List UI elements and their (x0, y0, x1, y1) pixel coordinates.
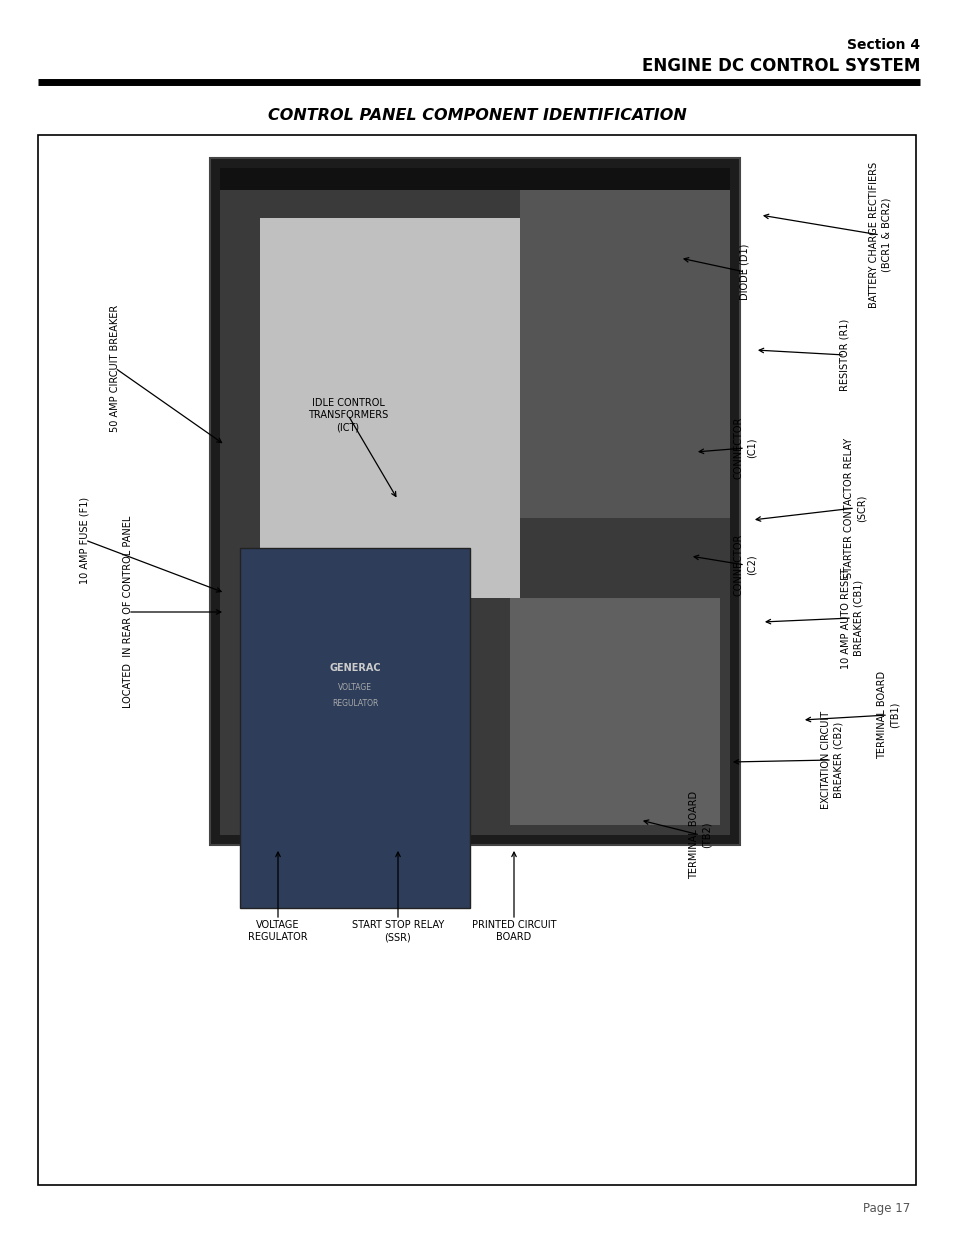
Text: TERMINAL BOARD
(TB1): TERMINAL BOARD (TB1) (876, 671, 899, 760)
Text: 50 AMP CIRCUIT BREAKER: 50 AMP CIRCUIT BREAKER (110, 304, 120, 431)
Text: PRINTED CIRCUIT
BOARD: PRINTED CIRCUIT BOARD (471, 920, 556, 942)
Text: RESISTOR (R1): RESISTOR (R1) (840, 319, 849, 391)
Text: REGULATOR: REGULATOR (332, 699, 377, 708)
Text: DIODE (D1): DIODE (D1) (740, 243, 749, 300)
Text: Section 4: Section 4 (846, 38, 919, 52)
Text: CONTROL PANEL COMPONENT IDENTIFICATION: CONTROL PANEL COMPONENT IDENTIFICATION (268, 107, 685, 122)
Bar (240, 548, 470, 908)
Bar (220, 168, 729, 190)
Bar (260, 219, 519, 598)
Text: START STOP RELAY
(SSR): START STOP RELAY (SSR) (352, 920, 444, 942)
Text: 10 AMP FUSE (F1): 10 AMP FUSE (F1) (80, 496, 90, 584)
Text: ENGINE DC CONTROL SYSTEM: ENGINE DC CONTROL SYSTEM (641, 57, 919, 75)
Text: 10 AMP AUTO RESET
BREAKER (CB1): 10 AMP AUTO RESET BREAKER (CB1) (840, 567, 862, 668)
Text: TERMINAL BOARD
(TB2): TERMINAL BOARD (TB2) (688, 790, 710, 879)
Text: Page 17: Page 17 (862, 1202, 909, 1215)
Text: CONNECTOR
(C2): CONNECTOR (C2) (733, 534, 756, 597)
Text: VOLTAGE
REGULATOR: VOLTAGE REGULATOR (248, 920, 308, 942)
Bar (519, 168, 729, 517)
Bar (38, 135, 915, 1186)
Bar (210, 158, 740, 845)
Bar (220, 168, 729, 835)
Text: VOLTAGE: VOLTAGE (337, 683, 372, 693)
Text: IDLE CONTROL
TRANSFORMERS
(ICT): IDLE CONTROL TRANSFORMERS (ICT) (308, 398, 388, 432)
Text: CONNECTOR
(C1): CONNECTOR (C1) (733, 417, 756, 479)
Text: EXCITATION CIRCUIT
BREAKER (CB2): EXCITATION CIRCUIT BREAKER (CB2) (820, 711, 842, 809)
Text: LOCATED  IN REAR OF CONTROL PANEL: LOCATED IN REAR OF CONTROL PANEL (123, 516, 132, 708)
Text: GENERAC: GENERAC (329, 663, 380, 673)
Text: BATTERY CHARGE RECTIFIERS
(BCR1 & BCR2): BATTERY CHARGE RECTIFIERS (BCR1 & BCR2) (868, 162, 890, 308)
Bar (510, 598, 720, 825)
Text: STARTER CONTACTOR RELAY
(SCR): STARTER CONTACTOR RELAY (SCR) (842, 438, 865, 578)
